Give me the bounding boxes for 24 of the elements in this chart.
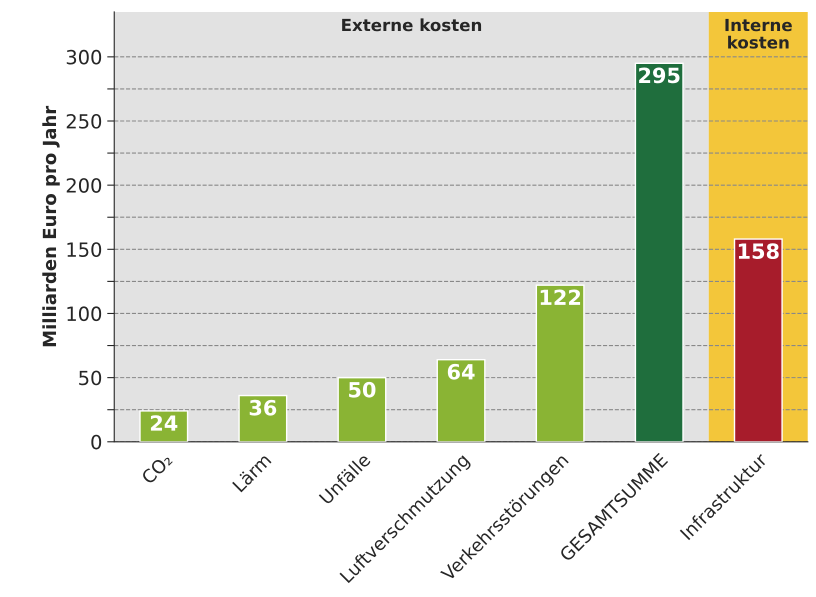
bar [238,394,288,442]
y-tick-label: 0 [91,434,102,450]
bar [734,238,783,442]
data-label: 36 [250,400,276,416]
band-label: Interne kosten [725,18,792,49]
y-tick-label: 100 [67,306,102,322]
bar [337,376,386,442]
bar [634,62,684,442]
data-label: 50 [349,382,376,398]
y-tick-label: 200 [66,178,102,193]
data-label: 158 [738,243,779,260]
band-label: Externe kosten [342,18,482,32]
y-axis-title: Milliarden Euro pro Jahr [42,106,60,346]
y-tick-label: 50 [79,370,102,386]
data-label: 295 [639,67,680,84]
x-tick-label: CO₂ [140,452,173,485]
y-tick-label: 250 [66,114,102,129]
bar [436,358,486,442]
y-tick-label: 150 [67,242,102,257]
y-tick-label: 300 [66,50,102,65]
data-label: 24 [150,415,178,431]
data-label: 122 [540,289,580,305]
data-label: 64 [448,364,475,380]
bar [536,284,585,442]
